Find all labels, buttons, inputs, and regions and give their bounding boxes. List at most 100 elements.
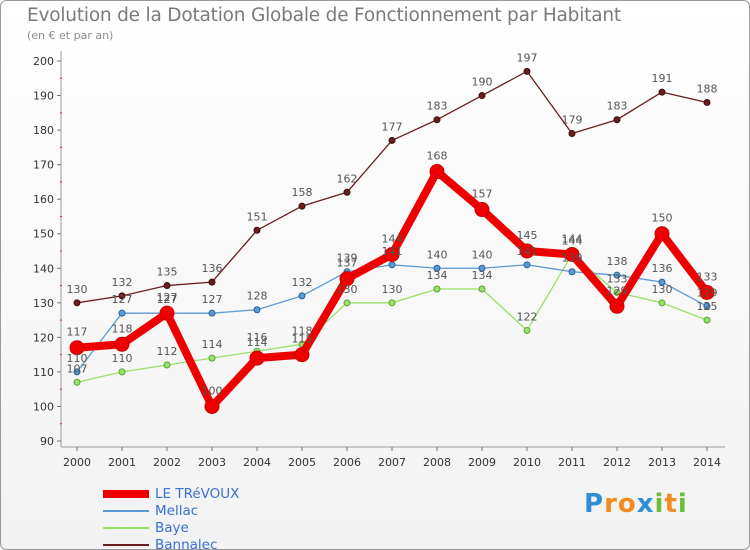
data-label: 141	[382, 245, 403, 258]
data-point	[433, 264, 441, 272]
data-point	[253, 226, 261, 234]
x-tick-label: 2002	[153, 456, 181, 469]
data-point	[703, 98, 711, 106]
data-point	[699, 284, 715, 300]
data-label: 118	[292, 324, 313, 337]
data-point	[523, 326, 531, 334]
data-label: 132	[292, 276, 313, 289]
data-label: 162	[337, 172, 358, 185]
data-point	[114, 336, 130, 352]
data-label: 188	[697, 82, 718, 95]
data-point	[339, 271, 355, 287]
x-tick-label: 2006	[333, 456, 361, 469]
x-tick-label: 2007	[378, 456, 406, 469]
data-point	[294, 347, 310, 363]
x-tick-label: 2004	[243, 456, 271, 469]
data-label: 114	[202, 338, 223, 351]
data-point	[474, 202, 490, 218]
data-label: 132	[112, 276, 133, 289]
y-tick-label: 200	[33, 55, 54, 68]
y-tick-label: 190	[33, 90, 54, 103]
data-label: 129	[607, 284, 628, 297]
data-label: 127	[157, 293, 178, 306]
data-label: 136	[652, 262, 673, 275]
x-tick-label: 2010	[513, 456, 541, 469]
chart-axes: 90 100 110 120 130 140 150 160 170 180 190 200 2000 2…	[33, 51, 725, 469]
data-label: 116	[247, 331, 268, 344]
y-tick-label: 120	[33, 331, 54, 344]
y-tick-label: 170	[33, 159, 54, 172]
x-tick-label: 2001	[108, 456, 136, 469]
data-point	[478, 92, 486, 100]
data-point	[654, 226, 670, 242]
data-label: 118	[112, 322, 133, 335]
y-tick-label: 140	[33, 262, 54, 275]
data-label: 130	[67, 283, 88, 296]
data-label: 130	[652, 283, 673, 296]
x-tick-label: 2014	[693, 456, 721, 469]
y-tick-label: 150	[33, 228, 54, 241]
data-point	[478, 264, 486, 272]
y-tick-label: 100	[33, 400, 54, 413]
data-label: 190	[472, 76, 493, 89]
data-label: 135	[157, 266, 178, 279]
data-label: 136	[202, 262, 223, 275]
data-label: 134	[472, 269, 493, 282]
chart-subtitle: (en € et par an)	[27, 29, 114, 42]
legend-swatch	[103, 510, 149, 512]
data-point	[204, 398, 220, 414]
y-tick-label: 180	[33, 124, 54, 137]
data-label: 151	[247, 210, 268, 223]
x-tick-label: 2005	[288, 456, 316, 469]
data-label: 157	[472, 188, 493, 201]
data-point	[429, 164, 445, 180]
legend-label: LE TRéVOUX	[155, 486, 240, 502]
data-point	[523, 67, 531, 75]
data-label: 114	[247, 336, 268, 349]
data-point	[343, 188, 351, 196]
data-label: 134	[427, 269, 448, 282]
y-tick-label: 160	[33, 193, 54, 206]
x-tick-label: 2012	[603, 456, 631, 469]
data-label: 127	[112, 293, 133, 306]
brand-text: Proxiti	[584, 489, 688, 519]
data-label: 107	[67, 362, 88, 375]
data-point	[69, 340, 85, 356]
x-tick-label: 2008	[423, 456, 451, 469]
data-point	[658, 88, 666, 96]
data-label: 183	[607, 100, 628, 113]
data-point	[73, 368, 81, 376]
data-point	[298, 292, 306, 300]
data-label: 117	[67, 326, 88, 339]
data-point	[73, 378, 81, 386]
data-label: 139	[337, 252, 358, 265]
data-label: 158	[292, 186, 313, 199]
data-point	[118, 309, 126, 317]
data-point	[388, 136, 396, 144]
data-point	[433, 285, 441, 293]
data-point	[343, 299, 351, 307]
legend-label: Baye	[155, 520, 189, 536]
data-point	[384, 246, 400, 262]
x-tick-label: 2013	[648, 456, 676, 469]
legend-label: Mellac	[155, 503, 199, 519]
data-label: 115	[292, 333, 313, 346]
x-tick-label: 2011	[558, 456, 586, 469]
data-label: 177	[382, 120, 403, 133]
data-label: 127	[202, 293, 223, 306]
data-point	[433, 116, 441, 124]
data-point	[613, 116, 621, 124]
data-label: 145	[517, 229, 538, 242]
data-point	[568, 130, 576, 138]
data-label: 179	[562, 114, 583, 127]
proxiti-logo: Proxiti	[584, 489, 688, 519]
data-label: 110	[112, 352, 133, 365]
x-tick-label: 2003	[198, 456, 226, 469]
data-point	[118, 368, 126, 376]
data-point	[564, 246, 580, 262]
data-point	[523, 261, 531, 269]
data-label: 133	[697, 270, 718, 283]
data-point	[658, 299, 666, 307]
data-point	[658, 278, 666, 286]
